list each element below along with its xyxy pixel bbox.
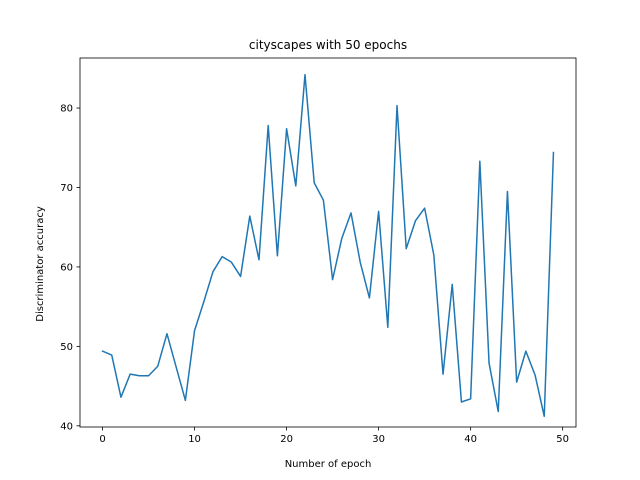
- y-tick-label-60: 60: [60, 262, 73, 273]
- y-tick-label-50: 50: [60, 342, 73, 353]
- y-tick-label-40: 40: [60, 421, 73, 432]
- axes-frame: [79, 57, 577, 428]
- x-tick-label-0: 0: [99, 434, 105, 445]
- series-line-0: [101, 73, 555, 418]
- x-tick-label-10: 10: [188, 434, 201, 445]
- chart-title: cityscapes with 50 epochs: [249, 38, 407, 52]
- x-tick-label-30: 30: [372, 434, 385, 445]
- x-tick-label-40: 40: [464, 434, 477, 445]
- x-axis-label: Number of epoch: [285, 459, 372, 470]
- plot-area: 0 10 20 30 40 50 40 50 60 70 80: [60, 57, 577, 445]
- y-tick-label-80: 80: [60, 104, 73, 115]
- y-axis-label: Discriminator accuracy: [35, 206, 46, 322]
- x-tick-label-20: 20: [280, 434, 293, 445]
- x-tick-label-50: 50: [556, 434, 569, 445]
- y-tick-label-70: 70: [60, 183, 73, 194]
